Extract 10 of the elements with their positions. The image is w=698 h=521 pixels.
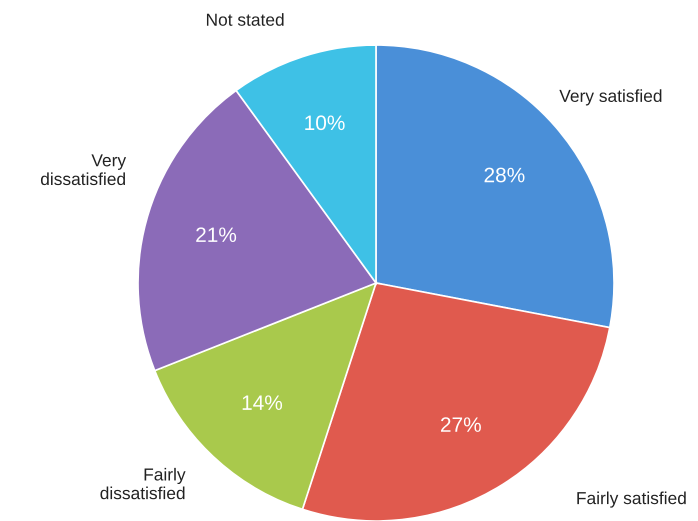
slice-label: Fairly satisfied <box>577 491 686 508</box>
data-label: 14% <box>242 395 282 410</box>
slice-label: Very dissatisfied <box>40 154 126 186</box>
data-label: 21% <box>196 227 236 242</box>
slice-label: Fairly dissatisfied <box>100 468 186 500</box>
data-label: 27% <box>441 417 481 432</box>
data-label: 28% <box>484 168 524 182</box>
slice-label: Very satisfied <box>559 89 662 106</box>
slice-label: Not stated <box>206 13 284 26</box>
data-label: 10% <box>305 115 345 130</box>
